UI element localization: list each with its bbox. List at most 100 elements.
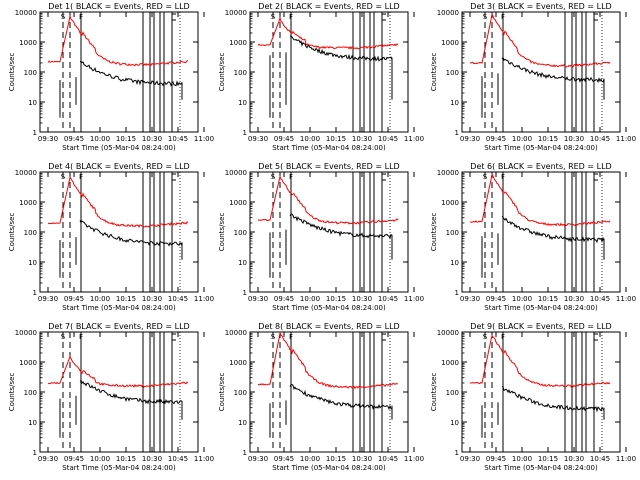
x-tick-label: 09:30 [460, 295, 480, 303]
plot-frame [461, 331, 621, 453]
x-tick-label: 10:15 [116, 455, 136, 463]
plot-frame [461, 171, 621, 293]
x-tick-label: 10:30 [142, 455, 162, 463]
x-tick-label: 09:30 [38, 455, 58, 463]
x-tick-label: 10:45 [168, 135, 188, 143]
x-tick-label: 11:00 [404, 455, 424, 463]
x-tick-label: 10:30 [142, 135, 162, 143]
start-marker-label: S [483, 333, 488, 341]
panel-title: Det 5( BLACK = Events, RED = LLD [258, 162, 399, 171]
x-tick-label: 10:45 [378, 135, 398, 143]
x-tick-label: 09:45 [64, 455, 84, 463]
plot-frame [39, 331, 199, 453]
y-tick-label: 10000 [15, 329, 37, 337]
y-tick-label: 10000 [225, 169, 247, 177]
x-tick-label: 10:15 [326, 135, 346, 143]
events-series-line [289, 213, 393, 240]
y-tick-label: 10000 [437, 169, 459, 177]
start-marker-label: S [271, 13, 276, 21]
end-marker-label: F [79, 333, 83, 341]
y-tick-label: 1000 [229, 199, 247, 207]
x-axis-label: Start Time (05-Mar-04 08:24:00) [484, 304, 598, 312]
panel-title: Det 3( BLACK = Events, RED = LLD [470, 2, 611, 11]
panel-det-2: Det 2( BLACK = Events, RED = LLD 1 10 100 10… [218, 2, 424, 152]
start-marker-label: S [61, 13, 66, 21]
x-tick-label: 09:45 [486, 135, 506, 143]
x-tick-label: 10:00 [300, 135, 320, 143]
lld-series-line [469, 173, 611, 227]
x-tick-label: 10:15 [116, 135, 136, 143]
end-marker-label: F [501, 13, 505, 21]
y-tick-label: 1 [455, 449, 459, 457]
y-tick-label: 100 [234, 229, 247, 237]
y-tick-label: 100 [446, 229, 459, 237]
x-tick-label: 10:45 [378, 455, 398, 463]
x-tick-label: 10:45 [590, 455, 610, 463]
y-tick-label: 10 [450, 99, 459, 107]
x-tick-label: 09:45 [64, 135, 84, 143]
plot-frame [461, 11, 621, 133]
y-tick-label: 10000 [225, 9, 247, 17]
y-tick-label: 1 [243, 129, 247, 137]
plot-frame [249, 11, 409, 133]
y-tick-label: 10 [28, 419, 37, 427]
start-marker-label: S [271, 173, 276, 181]
y-tick-label: 1 [243, 289, 247, 297]
x-tick-label: 09:30 [38, 135, 58, 143]
events-series-line [79, 220, 183, 247]
x-axis-label: Start Time (05-Mar-04 08:24:00) [484, 464, 598, 472]
x-tick-label: 09:30 [248, 135, 268, 143]
start-marker-label: S [271, 333, 276, 341]
plot-frame [39, 171, 199, 293]
y-tick-label: 10000 [15, 169, 37, 177]
panel-det-5: Det 5( BLACK = Events, RED = LLD 1 10 100 10… [218, 162, 424, 312]
x-tick-label: 11:00 [616, 455, 636, 463]
y-tick-label: 100 [24, 389, 37, 397]
x-tick-label: 10:45 [378, 295, 398, 303]
x-tick-label: 10:00 [512, 295, 532, 303]
panel-title: Det 1( BLACK = Events, RED = LLD [48, 2, 189, 11]
events-series-line [79, 379, 183, 405]
end-marker-label: F [501, 333, 505, 341]
panel-det-8: Det 8( BLACK = Events, RED = LLD 1 10 100 10… [218, 322, 424, 472]
y-tick-label: 1000 [19, 39, 37, 47]
panel-det-4: Det 4( BLACK = Events, RED = LLD 1 10 100 10… [8, 162, 214, 312]
y-axis-label: Counts/sec [218, 53, 226, 92]
y-axis-label: Counts/sec [218, 373, 226, 412]
events-series-line [289, 35, 393, 62]
x-tick-label: 10:15 [538, 135, 558, 143]
y-tick-label: 100 [24, 69, 37, 77]
panel-title: Det 4( BLACK = Events, RED = LLD [48, 162, 189, 171]
x-tick-label: 10:30 [352, 455, 372, 463]
x-tick-label: 10:00 [90, 455, 110, 463]
x-tick-label: 09:30 [248, 455, 268, 463]
x-tick-label: 10:45 [168, 295, 188, 303]
panel-title: Det 7( BLACK = Events, RED = LLD [48, 322, 189, 331]
lld-series-line [47, 14, 189, 67]
x-tick-label: 09:45 [274, 135, 294, 143]
x-tick-label: 11:00 [194, 295, 214, 303]
y-tick-label: 10 [238, 419, 247, 427]
x-tick-label: 10:30 [564, 135, 584, 143]
plot-frame [249, 331, 409, 453]
x-tick-label: 10:45 [590, 295, 610, 303]
x-tick-label: 10:00 [512, 455, 532, 463]
y-tick-label: 10 [238, 99, 247, 107]
lld-series-line [47, 176, 189, 228]
x-tick-label: 11:00 [404, 295, 424, 303]
x-tick-label: 11:00 [194, 135, 214, 143]
start-marker-label: S [61, 333, 66, 341]
y-tick-label: 1000 [19, 199, 37, 207]
panel-det-6: Det 6( BLACK = Events, RED = LLD 1 10 100 10… [430, 162, 636, 312]
y-axis-label: Counts/sec [430, 373, 438, 412]
x-axis-label: Start Time (05-Mar-04 08:24:00) [484, 144, 598, 152]
y-tick-label: 1 [33, 289, 37, 297]
lld-series-line [257, 331, 399, 390]
plot-frame [39, 11, 199, 133]
y-tick-label: 10 [238, 259, 247, 267]
x-tick-label: 10:15 [326, 295, 346, 303]
start-marker-label: S [483, 173, 488, 181]
x-tick-label: 11:00 [616, 295, 636, 303]
x-tick-label: 11:00 [404, 135, 424, 143]
y-tick-label: 10 [28, 259, 37, 267]
